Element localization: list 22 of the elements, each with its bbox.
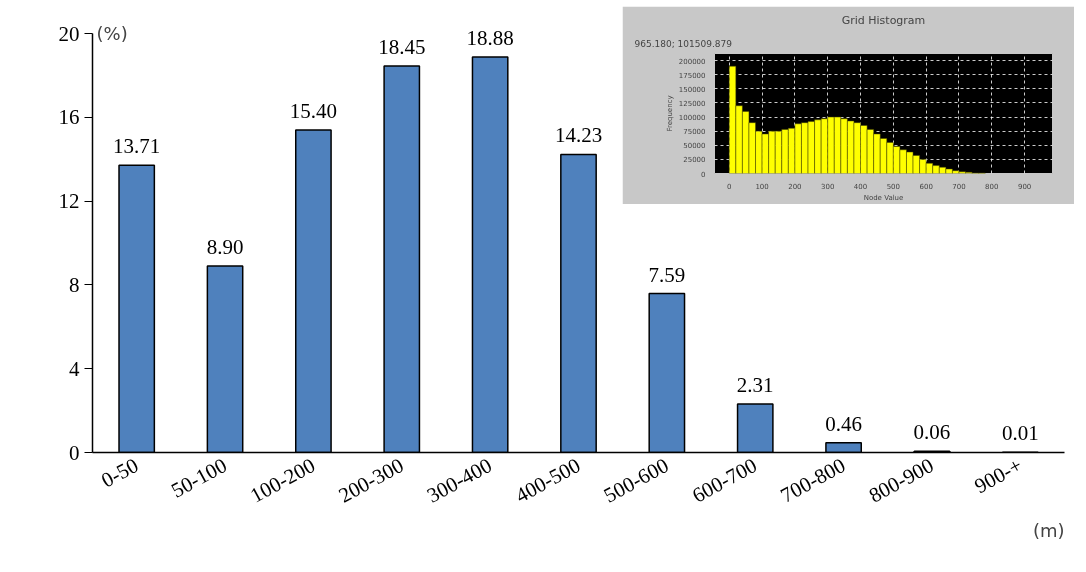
chart-title: Grid Histogram xyxy=(841,13,926,27)
data-label: 0.46 xyxy=(825,411,862,436)
data-label: 0.06 xyxy=(913,420,951,445)
data-label: 14.23 xyxy=(554,123,603,148)
data-label: 7.59 xyxy=(648,262,686,287)
data-label: 13.71 xyxy=(113,134,161,159)
annotation: 965.180; 101509.879 xyxy=(634,38,733,49)
data-label: 18.88 xyxy=(466,26,514,51)
x-tick-label: 0-50 xyxy=(97,452,143,493)
x-axis-title: (m) xyxy=(1032,519,1065,541)
y-tick-label: 8 xyxy=(69,272,80,297)
y-tick-label: 16 xyxy=(58,105,80,130)
y-tick-label: 4 xyxy=(69,356,80,381)
data-label: 18.45 xyxy=(378,35,426,60)
y-tick-label: 12 xyxy=(58,189,80,214)
data-label: 8.90 xyxy=(206,235,244,260)
y-axis-title: (%) xyxy=(96,23,128,45)
y-tick-label: 20 xyxy=(58,21,80,46)
data-label: 15.40 xyxy=(289,98,338,123)
x-tick-label: 900-+ xyxy=(970,452,1027,499)
data-label: 2.31 xyxy=(736,373,774,398)
data-label: 0.01 xyxy=(1001,421,1039,446)
